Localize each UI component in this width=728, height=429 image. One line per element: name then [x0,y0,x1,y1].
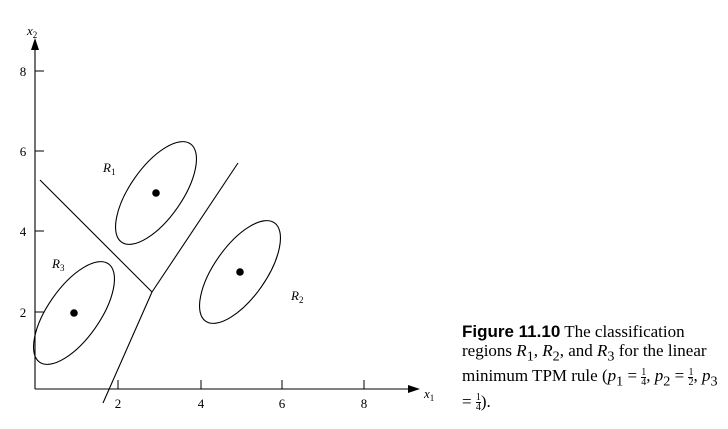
y-tick-label-2: 2 [20,305,27,320]
x-axis-arrow [408,385,420,393]
classification-figure: x2 x1 2 4 6 8 2 4 6 8 R1 R2 R3 [20,23,435,411]
ellipse-r1 [114,141,198,245]
caption-text-1: The classification regions [462,322,685,360]
boundary-r1-r3 [39,179,153,293]
caption-text-2: for the linear minimum TPM rule [462,341,707,386]
boundary-r1-r2 [151,162,239,293]
boundary-r2-r3 [102,291,153,404]
x-tick-label-4: 4 [198,396,205,411]
ellipse-r2 [198,220,282,324]
region-label-r3: R3 [51,256,65,273]
x-tick-label-6: 6 [279,396,286,411]
figure-number: Figure 11.10 [462,322,561,341]
region-label-r2: R2 [290,288,303,305]
centroid-r1 [152,189,160,197]
x-tick-label-2: 2 [115,396,122,411]
y-tick-label-8: 8 [20,64,27,79]
x-axis-label: x1 [423,386,434,403]
ellipse-r3 [32,261,116,365]
y-tick-label-6: 6 [20,144,27,159]
region-label-r1: R1 [102,160,115,177]
centroid-r2 [236,268,244,276]
y-tick-label-4: 4 [20,224,27,239]
y-axis-arrow [31,38,39,50]
y-axis-label: x2 [26,23,37,40]
figure-caption: Figure 11.10 The classification regions … [462,322,718,414]
x-tick-label-8: 8 [361,396,368,411]
centroid-r3 [70,309,78,317]
